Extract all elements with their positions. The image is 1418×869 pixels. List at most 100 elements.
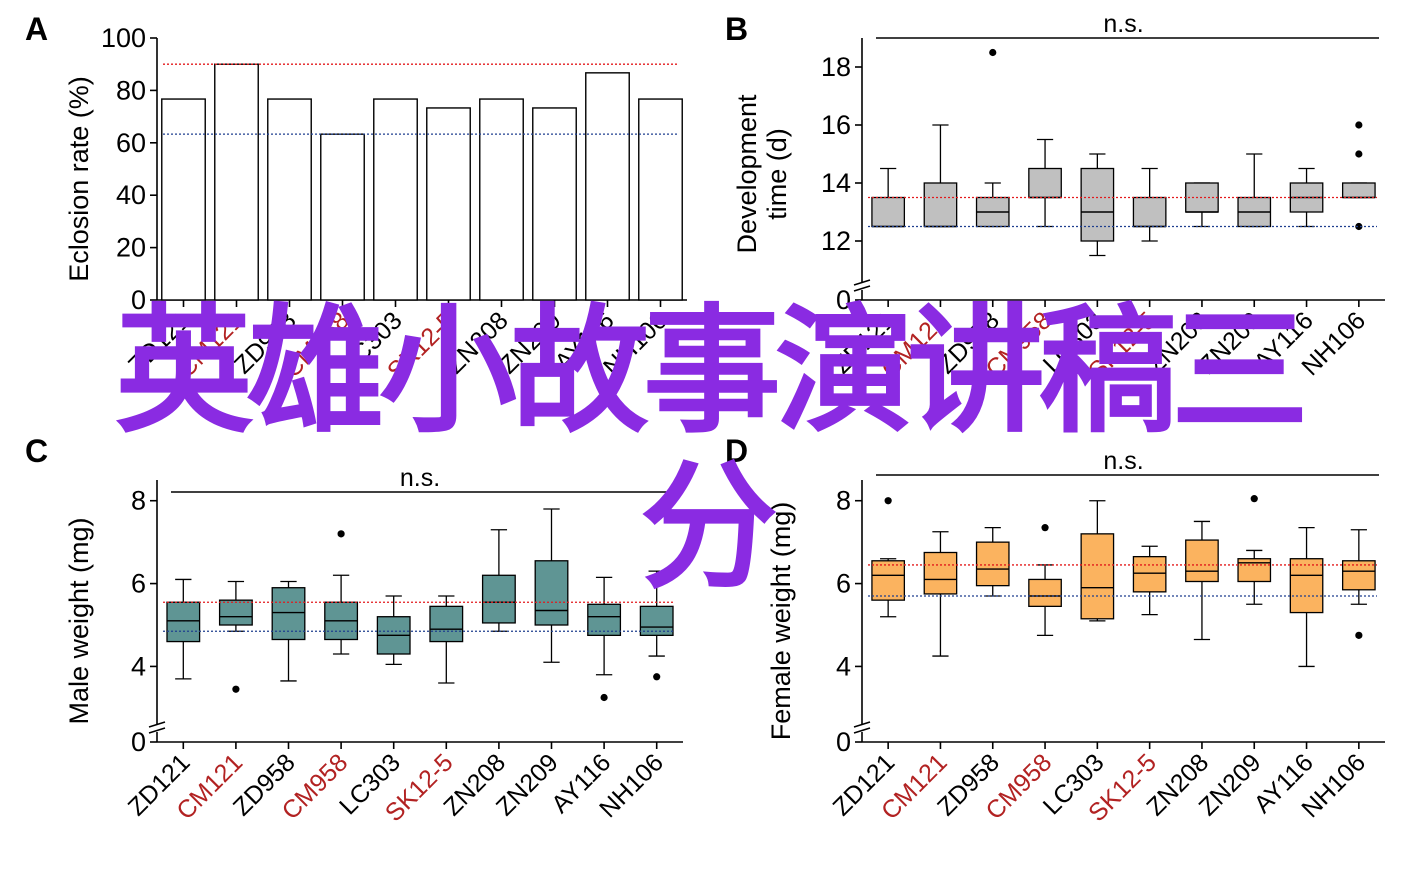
box-iqr [1080,533,1115,620]
box-iqr [871,560,906,601]
box-cm121 [923,124,958,228]
box-iqr [923,182,958,228]
box-sk12-5 [1132,545,1167,616]
bar-ay116 [585,72,630,301]
y-tick-label: 18 [821,52,851,82]
outlier-point [884,497,892,505]
y-tick-label: 20 [116,233,146,263]
box-cm121 [923,531,958,657]
box-zd958 [975,526,1010,597]
box-lc303 [1080,500,1115,622]
box-iqr [923,551,958,595]
y-tick-label: 12 [821,226,851,256]
bar-zd958 [267,98,312,301]
axis-break-mark [853,727,871,734]
box-iqr [1237,558,1272,583]
axis-break-mark [853,285,871,292]
box-sk12-5 [429,595,464,684]
y-axis-label: Female weight (mg) [766,502,796,741]
y-axis-label-line2: time (d) [762,128,792,220]
panel-letter: C [25,433,48,469]
bar-zn209 [532,107,577,301]
box-iqr [587,603,622,637]
outlier-point [600,693,608,702]
panel-letter: B [725,11,748,47]
box-zd121 [871,167,906,228]
box-iqr [871,196,906,228]
panel-letter: A [25,11,48,47]
box-zn208 [1185,520,1219,641]
axis-break-gap [149,724,165,732]
y-axis-label: Male weight (mg) [64,517,94,724]
bar-lc303 [373,98,418,301]
bar-zn208 [479,98,524,301]
box-lc303 [376,595,411,666]
box-iqr [1341,182,1376,199]
box-zn209 [534,508,569,663]
axis-break-mark [148,727,166,734]
y-tick-label-zero: 0 [836,285,851,315]
y-tick-label: 100 [101,23,146,53]
box-cm958 [1028,138,1062,228]
outlier-point [1355,150,1363,158]
y-tick-label: 6 [131,569,146,599]
y-tick-label: 0 [131,285,146,315]
bar-zd121 [161,98,206,301]
box-iqr [534,560,569,626]
y-tick-label: 8 [131,486,146,516]
y-tick-label: 8 [836,486,851,516]
y-tick-label: 40 [116,180,146,210]
box-nh106 [1341,121,1376,231]
box-iqr [1341,560,1376,591]
box-iqr [975,541,1010,587]
box-zn208 [1185,182,1219,228]
box-nh106 [639,570,674,681]
box-ay116 [1289,526,1324,668]
y-tick-label: 4 [131,651,146,681]
outlier-point [1355,222,1363,231]
axis-break-gap [854,282,870,290]
panel-letter: D [725,433,748,469]
outlier-point [1041,524,1049,532]
axis-break-mark [853,279,871,286]
outlier-point [337,530,345,538]
outlier-point [653,673,661,681]
box-iqr [1028,167,1062,199]
axis-break-gap [854,724,870,732]
y-tick-label: 60 [116,128,146,158]
box-iqr [1028,578,1062,608]
box-nh106 [1341,529,1376,639]
box-zd121 [871,497,906,618]
significance-label: n.s. [1103,10,1143,38]
bar-sk12-5 [426,107,471,301]
box-zn209 [1237,153,1272,228]
box-iqr [166,601,201,643]
box-ay116 [587,576,622,702]
outlier-point [1250,495,1258,503]
box-iqr [1289,558,1324,614]
outlier-point [232,685,240,693]
y-tick-label: 4 [836,651,851,681]
axis-break-mark [148,721,166,728]
box-cm958 [324,530,359,655]
outlier-point [989,48,997,57]
box-zn209 [1237,495,1272,605]
y-axis-label-line1: Development [732,94,762,254]
outlier-point [1355,631,1363,639]
box-iqr [429,605,464,643]
box-iqr [1132,555,1167,593]
box-iqr [1132,196,1167,228]
y-tick-label: 6 [836,569,851,599]
box-lc303 [1080,153,1115,257]
box-iqr [481,574,516,624]
box-iqr [218,599,253,626]
box-sk12-5 [1132,167,1167,242]
box-iqr [1080,167,1115,242]
bar-cm958 [320,133,365,301]
significance-label: n.s. [400,464,440,492]
